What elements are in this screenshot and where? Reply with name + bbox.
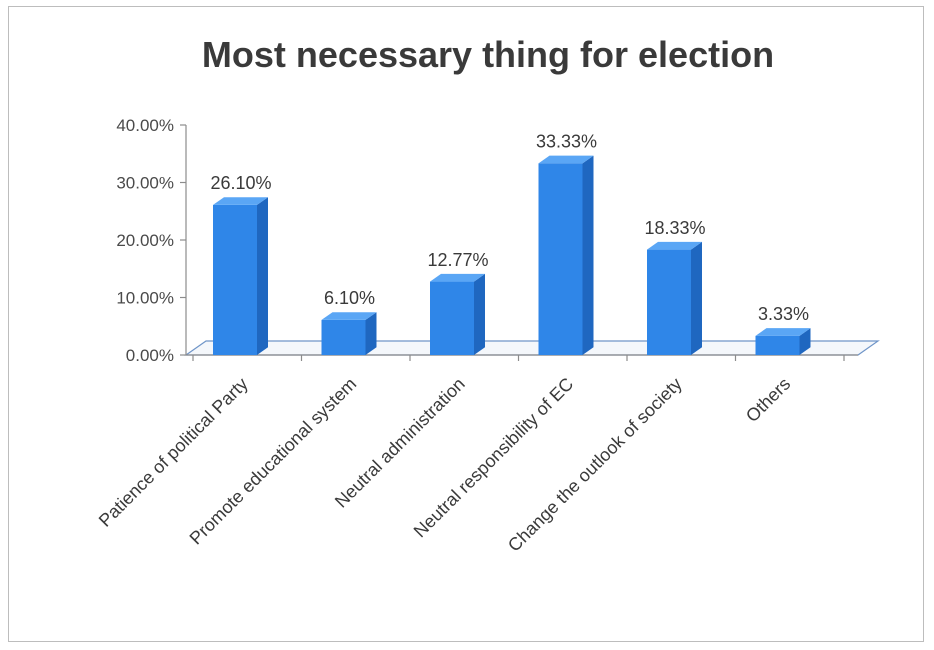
bar-front <box>755 335 800 355</box>
data-label: 33.33% <box>536 132 597 152</box>
bar-front <box>321 319 366 355</box>
bar-layer <box>213 155 811 355</box>
data-label: 12.77% <box>427 250 488 270</box>
bar <box>538 155 594 355</box>
bar-top <box>430 273 485 282</box>
bar-front <box>538 163 583 355</box>
y-tick-label: 0.00% <box>126 346 174 365</box>
bar-side <box>799 328 811 355</box>
bar <box>430 273 485 355</box>
bar-side <box>365 312 377 355</box>
bar-front <box>430 281 474 355</box>
data-label: 18.33% <box>644 218 705 238</box>
x-category-label: Others <box>742 374 794 426</box>
chart-title: Most necessary thing for election <box>202 34 774 75</box>
bar-side <box>582 155 594 355</box>
bar-top <box>755 328 811 336</box>
bar-top <box>213 197 268 205</box>
y-tick-label: 20.00% <box>116 231 174 250</box>
x-category-label: Change the outlook of society <box>504 374 686 556</box>
bar-top <box>321 312 377 320</box>
bar <box>321 312 377 355</box>
y-tick-label: 40.00% <box>116 116 174 135</box>
bar-side <box>474 273 485 355</box>
data-label: 6.10% <box>324 288 375 308</box>
bar-front <box>647 249 691 355</box>
bar-top <box>538 155 594 164</box>
bar <box>213 197 268 355</box>
bar-side <box>257 197 268 355</box>
y-tick-label: 10.00% <box>116 289 174 308</box>
bar-front <box>213 204 257 355</box>
data-label: 3.33% <box>758 304 809 324</box>
bar <box>755 328 811 355</box>
y-tick-label: 30.00% <box>116 174 174 193</box>
bar-top <box>647 241 702 250</box>
data-label: 26.10% <box>210 173 271 193</box>
bar <box>647 241 702 355</box>
bar-side <box>691 241 702 355</box>
